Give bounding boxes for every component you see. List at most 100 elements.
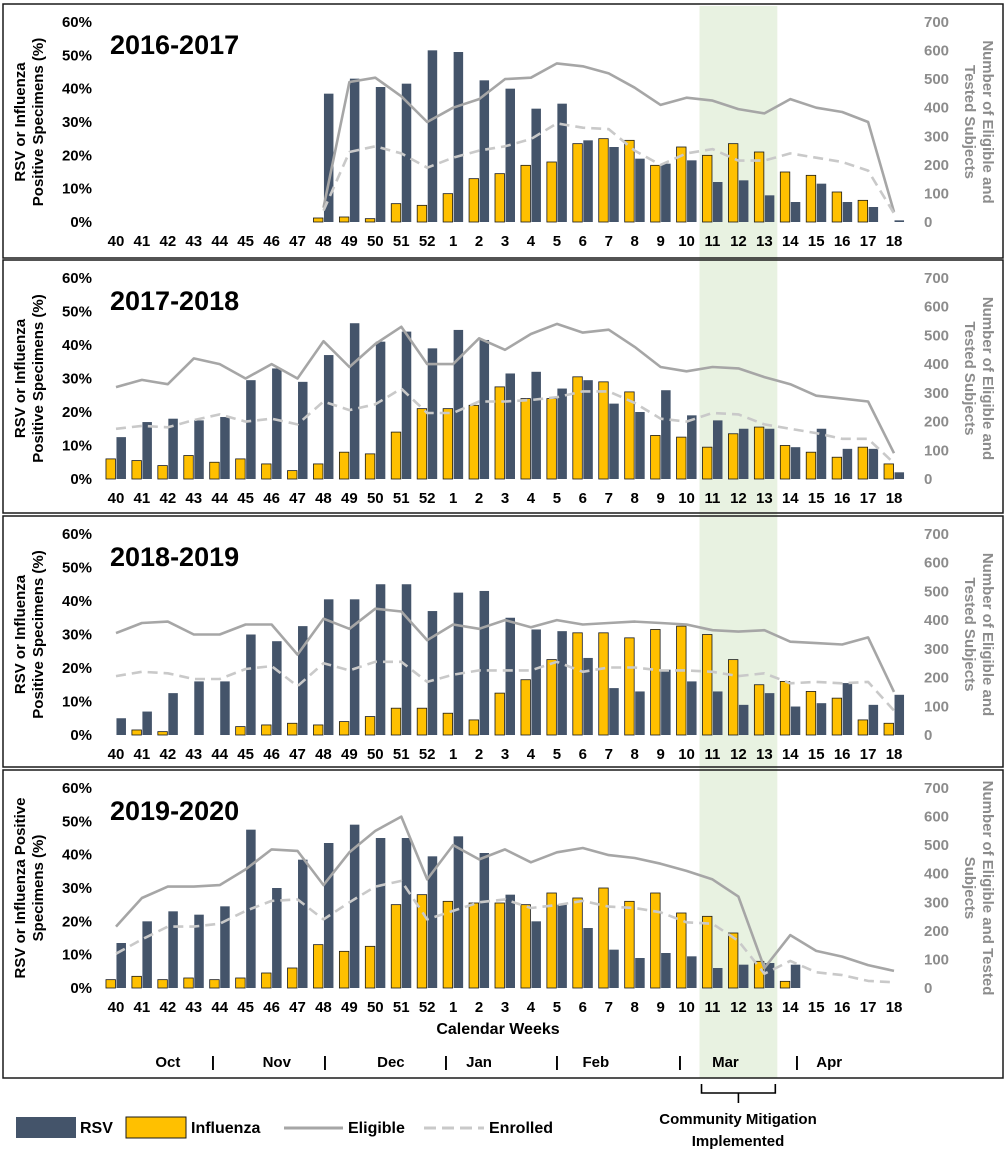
x-tick-label: 18 bbox=[886, 999, 903, 1016]
x-tick-label: 41 bbox=[134, 999, 151, 1016]
y-right-tick-label: 700 bbox=[924, 14, 949, 31]
influenza-bar bbox=[676, 436, 687, 480]
y-left-label: RSV or Influenza Positive bbox=[12, 798, 29, 979]
eligible-line bbox=[322, 62, 896, 213]
month-separator: | bbox=[678, 1054, 682, 1071]
rsv-bar bbox=[557, 904, 567, 988]
x-tick-label: 6 bbox=[579, 233, 587, 250]
x-tick-label: 12 bbox=[730, 746, 747, 763]
x-tick-label: 14 bbox=[782, 746, 799, 763]
y-right-tick-label: 300 bbox=[924, 385, 949, 402]
x-tick-label: 52 bbox=[419, 999, 436, 1016]
influenza-bar bbox=[235, 458, 246, 480]
rsv-bar bbox=[272, 888, 282, 988]
x-tick-label: 2 bbox=[475, 999, 483, 1016]
influenza-bar bbox=[442, 408, 454, 480]
y-left-tick-label: 30% bbox=[62, 114, 92, 131]
y-left-label: Positive Specimens (%) bbox=[30, 550, 47, 718]
rsv-bar bbox=[583, 380, 593, 479]
month-label: Feb bbox=[582, 1054, 609, 1071]
y-left-label: Positive Specimens (%) bbox=[30, 38, 47, 206]
panel-border bbox=[2, 769, 1004, 1079]
x-tick-label: 1 bbox=[449, 746, 457, 763]
x-tick-label: 11 bbox=[705, 746, 721, 763]
y-left-label: Specimens (%) bbox=[30, 835, 47, 942]
y-right-label: Number of Eligible and bbox=[979, 40, 996, 203]
rsv-bar bbox=[401, 584, 412, 735]
x-tick-label: 52 bbox=[419, 490, 436, 507]
influenza-bar bbox=[857, 446, 868, 480]
y-left-tick-label: 60% bbox=[62, 270, 92, 287]
rsv-bar bbox=[842, 202, 853, 222]
influenza-bar bbox=[883, 463, 894, 480]
y-right-tick-label: 600 bbox=[924, 299, 949, 316]
rsv-bar bbox=[401, 331, 412, 479]
x-tick-label: 13 bbox=[756, 233, 773, 250]
x-tick-label: 15 bbox=[808, 746, 825, 763]
y-left-tick-label: 20% bbox=[62, 660, 92, 677]
influenza-bar bbox=[857, 719, 868, 736]
influenza-bar bbox=[338, 950, 350, 989]
rsv-bar bbox=[764, 693, 775, 735]
x-tick-label: 16 bbox=[834, 490, 851, 507]
x-tick-label: 41 bbox=[134, 490, 151, 507]
panel-2018-2019: 0% 10% 20% 30% 40% 50% 60% 0 100 200 300 400 500 600 7… bbox=[2, 515, 1004, 768]
rsv-bar bbox=[505, 88, 515, 223]
y-left-tick-label: 40% bbox=[62, 847, 92, 864]
legend: RSV Influenza Eligible Enrolled bbox=[16, 1116, 553, 1139]
rsv-bar bbox=[401, 838, 412, 988]
influenza-bar bbox=[676, 625, 687, 736]
influenza-bar bbox=[261, 463, 272, 480]
month-label: Oct bbox=[155, 1054, 180, 1071]
x-tick-label: 16 bbox=[834, 999, 851, 1016]
rsv-bar bbox=[505, 617, 515, 735]
influenza-bar bbox=[364, 716, 376, 736]
x-tick-label: 13 bbox=[756, 999, 773, 1016]
rsv-bar bbox=[661, 163, 671, 222]
x-tick-label: 4 bbox=[527, 233, 536, 250]
influenza-bar bbox=[702, 634, 713, 736]
eligible-line bbox=[115, 322, 896, 454]
x-tick-label: 10 bbox=[678, 746, 695, 763]
influenza-bar bbox=[364, 218, 376, 223]
influenza-bar bbox=[390, 904, 402, 989]
panel-border bbox=[2, 3, 1004, 259]
rsv-bar bbox=[609, 949, 619, 988]
rsv-bar bbox=[479, 339, 490, 479]
x-tick-label: 43 bbox=[185, 233, 202, 250]
rsv-bar bbox=[712, 968, 723, 988]
x-tick-label: 50 bbox=[367, 490, 384, 507]
y-right-tick-label: 500 bbox=[924, 327, 949, 344]
rsv-bar bbox=[427, 611, 438, 735]
rsv-bar bbox=[323, 355, 334, 479]
rsv-bar bbox=[868, 448, 879, 479]
rsv-bar bbox=[894, 220, 905, 222]
x-tick-label: 46 bbox=[263, 999, 280, 1016]
y-right-label: Number of Eligible and Tested bbox=[979, 781, 996, 996]
y-right-tick-label: 700 bbox=[924, 780, 949, 797]
x-tick-label: 40 bbox=[108, 746, 125, 763]
x-tick-label: 47 bbox=[289, 490, 306, 507]
rsv-bar bbox=[635, 958, 645, 988]
rsv-bar bbox=[687, 415, 697, 479]
rsv-bar bbox=[505, 894, 515, 988]
x-tick-label: 10 bbox=[678, 233, 695, 250]
rsv-bar bbox=[142, 921, 152, 988]
x-tick-label: 4 bbox=[527, 999, 536, 1016]
rsv-bar bbox=[583, 140, 593, 222]
x-tick-label: 51 bbox=[393, 999, 410, 1016]
x-tick-label: 12 bbox=[730, 233, 747, 250]
influenza-bar bbox=[546, 161, 557, 223]
influenza-bar bbox=[390, 707, 402, 736]
influenza-bar bbox=[572, 376, 583, 480]
rsv-bar bbox=[609, 688, 619, 735]
x-tick-label: 8 bbox=[631, 999, 639, 1016]
x-tick-label: 13 bbox=[756, 746, 773, 763]
rsv-bar bbox=[764, 963, 775, 988]
month-label: Mar bbox=[712, 1054, 739, 1071]
y-right-tick-label: 200 bbox=[924, 670, 949, 687]
x-tick-label: 42 bbox=[159, 746, 176, 763]
rsv-bar bbox=[194, 681, 204, 735]
rsv-bar bbox=[661, 390, 671, 479]
influenza-bar bbox=[235, 726, 246, 736]
